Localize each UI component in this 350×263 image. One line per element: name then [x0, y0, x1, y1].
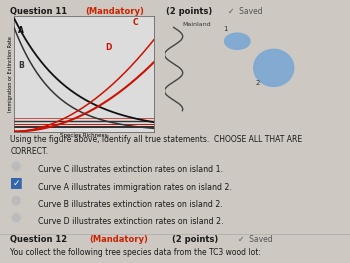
Text: Curve D illustrates extinction rates on island 2.: Curve D illustrates extinction rates on …: [38, 217, 224, 226]
Text: (2 points): (2 points): [172, 235, 218, 244]
Text: Curve C illustrates extinction rates on island 1.: Curve C illustrates extinction rates on …: [38, 165, 224, 174]
Text: Curve B illustrates extinction rates on island 2.: Curve B illustrates extinction rates on …: [38, 200, 223, 209]
FancyBboxPatch shape: [11, 178, 21, 189]
Text: Mainland: Mainland: [183, 22, 211, 27]
Y-axis label: Immigration or Extinction Rate: Immigration or Extinction Rate: [8, 36, 13, 112]
Text: 2: 2: [256, 80, 260, 86]
Text: Curve A illustrates immigration rates on island 2.: Curve A illustrates immigration rates on…: [38, 183, 232, 191]
Text: Question 11: Question 11: [10, 7, 70, 16]
Text: 1: 1: [223, 26, 227, 32]
Circle shape: [12, 213, 20, 222]
Text: B: B: [18, 61, 24, 70]
Text: You collect the following tree species data from the TC3 wood lot:: You collect the following tree species d…: [10, 248, 261, 257]
Text: Question 12: Question 12: [10, 235, 70, 244]
Ellipse shape: [254, 49, 294, 86]
Circle shape: [225, 33, 250, 49]
Text: (Mandatory): (Mandatory): [89, 235, 148, 244]
Text: ✓  Saved: ✓ Saved: [238, 235, 273, 244]
Text: D: D: [105, 43, 111, 53]
Text: C: C: [133, 18, 139, 27]
Text: (2 points): (2 points): [166, 7, 212, 16]
Text: ✓  Saved: ✓ Saved: [228, 7, 262, 16]
Text: (Mandatory): (Mandatory): [86, 7, 145, 16]
Circle shape: [12, 196, 20, 205]
Text: Using the figure above, identify all true statements.  CHOOSE ALL THAT ARE
CORRE: Using the figure above, identify all tru…: [10, 135, 303, 156]
Circle shape: [12, 162, 20, 171]
X-axis label: Species Richness: Species Richness: [60, 133, 108, 138]
Text: A: A: [18, 26, 24, 35]
Text: ✓: ✓: [12, 179, 20, 188]
